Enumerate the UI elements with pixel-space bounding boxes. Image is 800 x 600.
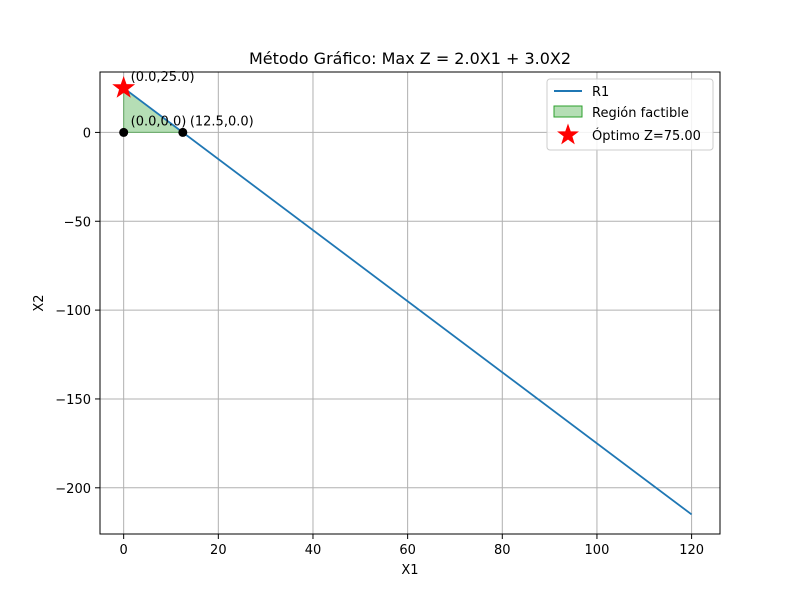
vertex-point <box>178 127 188 137</box>
y-tick-label: 0 <box>83 126 91 141</box>
y-axis-label: X2 <box>32 294 47 311</box>
legend-box <box>546 78 714 151</box>
vertex-label: (0.0,25.0) <box>131 70 195 85</box>
x-tick-label: 60 <box>399 543 416 558</box>
legend-patch-feasible <box>553 105 583 118</box>
y-tick-label: −150 <box>55 393 91 408</box>
legend-label-optimum: Óptimo Z=75.00 <box>592 128 701 144</box>
plot-area: (0.0,0.0) (12.5,0.0) (0.0,25.0) <box>112 70 693 516</box>
series-line-r1 <box>123 87 693 516</box>
x-axis-label: X1 <box>401 563 418 578</box>
legend-label-r1: R1 <box>592 85 609 100</box>
x-tick-label: 40 <box>305 543 322 558</box>
vertex-point <box>119 127 129 137</box>
vertex-label: (0.0,0.0) <box>131 114 187 129</box>
legend-star-optimum <box>557 123 579 145</box>
plot-frame <box>99 71 721 535</box>
y-tick-label: −200 <box>55 482 91 497</box>
optimum-star <box>112 75 136 98</box>
x-tick-label: 0 <box>120 543 128 558</box>
x-tick-label: 80 <box>494 543 511 558</box>
chart-title: Método Gráfico: Max Z = 2.0X1 + 3.0X2 <box>249 49 571 68</box>
x-tick-label: 120 <box>679 543 704 558</box>
legend-label-feasible: Región factible <box>592 106 689 121</box>
y-tick-label: −100 <box>55 304 91 319</box>
x-tick-label: 20 <box>210 543 227 558</box>
axis-ticks: 0 20 40 60 80 100 120 −200 −150 −100 −50 0 <box>55 126 704 558</box>
legend: R1 Región factible Óptimo Z=75.00 <box>546 78 714 151</box>
grid <box>100 72 720 534</box>
y-tick-label: −50 <box>64 215 91 230</box>
vertex-label: (12.5,0.0) <box>190 114 254 129</box>
x-tick-label: 100 <box>585 543 610 558</box>
